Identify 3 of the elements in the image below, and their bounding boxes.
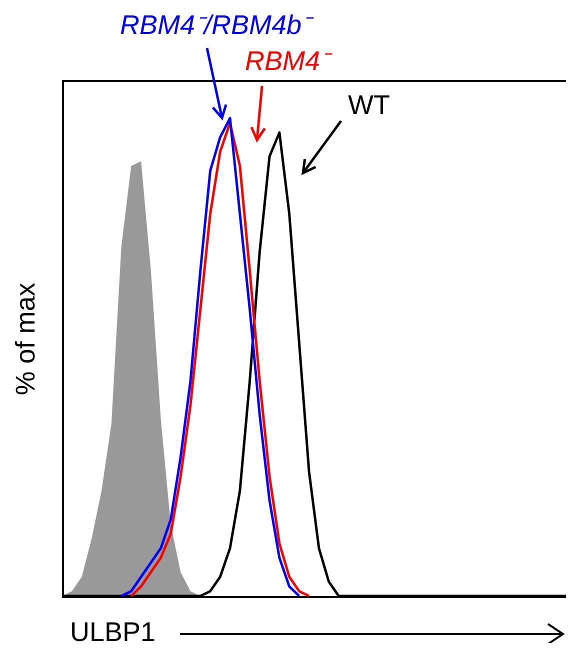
x-axis-title: ULBP1 [70,617,156,647]
y-axis-title: % of max [10,282,40,395]
text: WT [348,90,390,120]
